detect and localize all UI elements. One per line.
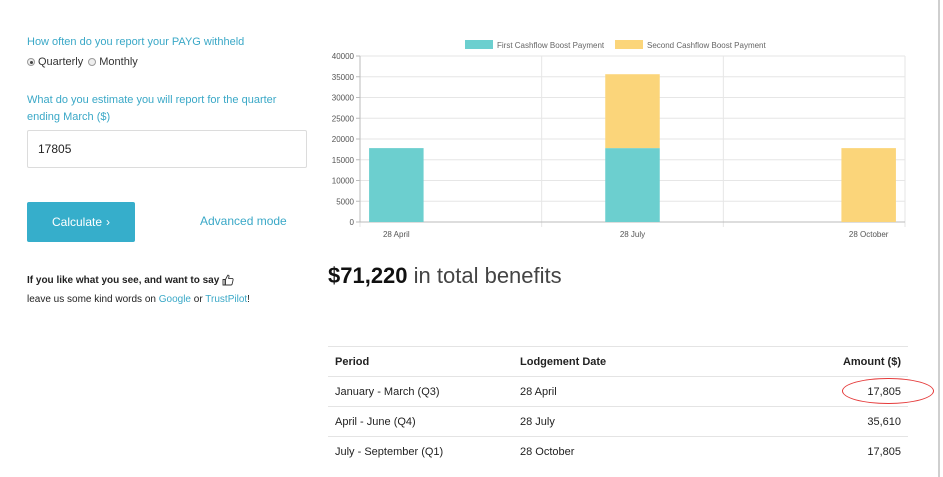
benefits-chart: First Cashflow Boost Payment Second Cashf… [332, 40, 906, 239]
y-tick-label: 20000 [332, 135, 355, 144]
legend-label: Second Cashflow Boost Payment [647, 41, 767, 50]
chart-legend: First Cashflow Boost Payment Second Cashf… [465, 40, 767, 50]
legend-label: First Cashflow Boost Payment [497, 41, 605, 50]
row-date: 28 July [520, 415, 555, 428]
header-period: Period [335, 355, 370, 368]
bar [369, 148, 424, 222]
feedback-prompt: If you like what you see, and want to sa… [27, 274, 234, 286]
monthly-label[interactable]: Monthly [99, 56, 138, 68]
table-row: January - March (Q3) 28 April 17,805 [328, 376, 908, 406]
google-link[interactable]: Google [158, 294, 191, 305]
advanced-mode-link[interactable]: Advanced mode [200, 214, 287, 228]
chart-ticks: 0 5000 10000 15000 20000 25000 30000 35000 40000… [332, 52, 889, 239]
row-period: April - June (Q4) [335, 415, 416, 428]
page-edge-divider [938, 0, 940, 477]
row-period: July - September (Q1) [335, 445, 444, 458]
exclamation-text: ! [247, 294, 250, 305]
bar [605, 74, 660, 149]
y-tick-label: 25000 [332, 114, 355, 123]
row-amount: 17,805 [867, 445, 901, 458]
row-date: 28 April [520, 385, 557, 398]
y-tick-label: 30000 [332, 94, 355, 103]
chevron-right-icon: › [106, 215, 111, 229]
x-tick-label: 28 July [620, 230, 645, 239]
total-suffix: in total benefits [413, 263, 562, 288]
amount-highlight-circle [842, 378, 934, 404]
feedback-links: leave us some kind words on Google or Tr… [27, 294, 250, 305]
y-tick-label: 35000 [332, 73, 355, 82]
row-amount: 35,610 [867, 415, 901, 428]
bar [841, 148, 896, 222]
quarterly-label[interactable]: Quarterly [38, 56, 84, 68]
bar [605, 148, 660, 222]
row-date: 28 October [520, 445, 575, 458]
header-lodgement-date: Lodgement Date [520, 355, 607, 368]
x-tick-label: 28 April [383, 230, 410, 239]
trustpilot-link[interactable]: TrustPilot [205, 294, 248, 305]
header-amount: Amount ($) [842, 355, 901, 368]
y-tick-label: 5000 [336, 197, 354, 206]
lodgement-table: Period Lodgement Date Amount ($) January… [328, 346, 934, 466]
table-row: July - September (Q1) 28 October 17,805 [328, 436, 908, 466]
table-row: April - June (Q4) 28 July 35,610 [328, 406, 908, 436]
frequency-question: How often do you report your PAYG withhe… [27, 36, 245, 48]
row-period: January - March (Q3) [335, 385, 440, 398]
estimate-question: What do you estimate you will report for… [27, 94, 277, 123]
calculate-button[interactable]: Calculate › [27, 202, 135, 242]
total-benefits: $71,220 in total benefits [328, 263, 562, 289]
feedback-prompt-text: If you like what you see, and want to sa… [27, 274, 220, 286]
kind-words-text: leave us some kind words on [27, 294, 156, 305]
quarterly-radio[interactable] [27, 58, 35, 66]
y-tick-label: 15000 [332, 156, 355, 165]
x-tick-label: 28 October [849, 230, 889, 239]
table-header-row: Period Lodgement Date Amount ($) [328, 346, 908, 376]
y-tick-label: 40000 [332, 52, 355, 61]
y-tick-label: 0 [350, 218, 355, 227]
total-amount: $71,220 [328, 263, 408, 288]
y-tick-label: 10000 [332, 177, 355, 186]
legend-swatch [465, 40, 493, 49]
chart-bars [369, 74, 896, 222]
calculate-label: Calculate [51, 215, 103, 229]
frequency-radio-group: Quarterly Monthly [27, 54, 143, 70]
legend-swatch [615, 40, 643, 49]
or-text: or [193, 294, 203, 305]
estimate-input[interactable] [27, 130, 307, 168]
thumbs-up-icon [222, 274, 234, 286]
monthly-radio[interactable] [88, 58, 97, 66]
